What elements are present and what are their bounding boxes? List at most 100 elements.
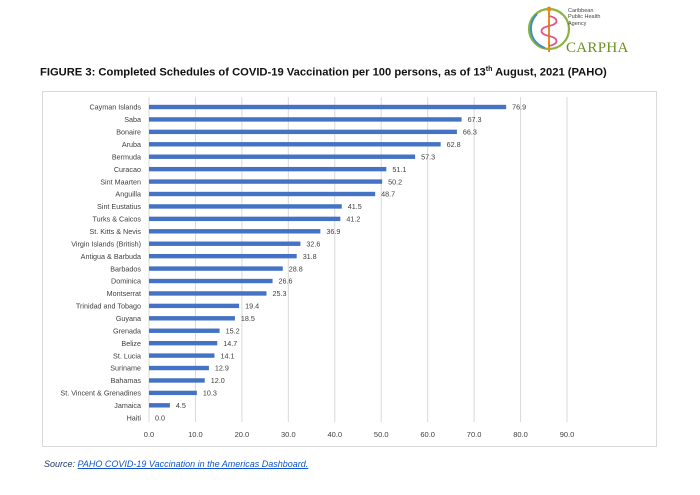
carpha-emblem-icon — [527, 6, 571, 52]
bar — [149, 253, 297, 259]
data-label: 4.5 — [176, 401, 186, 410]
x-tick-label: 30.0 — [281, 430, 296, 439]
category-label: Guyana — [116, 314, 141, 323]
data-label: 12.9 — [215, 364, 229, 373]
x-tick-label: 60.0 — [420, 430, 435, 439]
data-label: 67.3 — [468, 115, 482, 124]
bar — [149, 129, 457, 135]
bar — [149, 241, 301, 246]
bar — [149, 229, 321, 234]
category-label: Belize — [121, 339, 141, 348]
category-label: Dominica — [111, 277, 141, 286]
source-link[interactable]: PAHO COVID-19 Vaccination in the America… — [77, 459, 309, 469]
category-label: Grenada — [113, 326, 141, 335]
logo-line: Caribbean — [568, 8, 594, 14]
data-label: 12.0 — [211, 376, 225, 385]
x-tick-label: 70.0 — [467, 430, 482, 439]
category-label: St. Kitts & Nevis — [89, 227, 141, 236]
data-label: 50.2 — [388, 177, 402, 186]
bar — [149, 179, 383, 184]
x-tick-label: 40.0 — [327, 430, 342, 439]
x-tick-label: 10.0 — [188, 430, 203, 439]
category-label: Bonaire — [116, 128, 141, 137]
x-tick-label: 20.0 — [235, 430, 250, 439]
category-label: Barbados — [110, 264, 141, 273]
logo-wordmark: CARPHA — [566, 40, 629, 56]
bar — [149, 166, 387, 172]
x-tick-label: 50.0 — [374, 430, 389, 439]
bar — [149, 291, 267, 296]
category-label: Haiti — [127, 413, 142, 422]
category-label: Saba — [124, 115, 141, 124]
figure-title-sup: th — [485, 66, 493, 73]
category-label: St. Vincent & Grenadines — [60, 389, 141, 398]
category-label: Montserrat — [107, 289, 141, 298]
bar — [149, 303, 240, 309]
bar — [149, 142, 441, 147]
data-label: 41.2 — [346, 215, 360, 224]
data-label: 18.5 — [241, 314, 255, 323]
data-label: 14.7 — [223, 339, 237, 348]
bar — [149, 353, 215, 358]
figure-title-suffix: August, 2021 (PAHO) — [492, 66, 607, 79]
logo-line: Agency — [568, 20, 587, 27]
data-label: 32.6 — [306, 239, 320, 248]
category-label: Bermuda — [112, 152, 141, 161]
bar — [149, 378, 205, 383]
data-label: 57.3 — [421, 152, 435, 161]
data-label: 76.9 — [512, 103, 526, 112]
category-label: Jamaica — [114, 401, 141, 410]
category-label: St. Lucia — [113, 351, 141, 360]
data-label: 28.8 — [289, 264, 303, 273]
data-label: 36.9 — [326, 227, 340, 236]
carpha-logo — [515, 2, 645, 60]
source-label: Source: — [44, 459, 76, 469]
data-label: 15.2 — [226, 326, 240, 335]
chart-frame: 0.0 10.0 20.0 30.0 40.0 50.0 60.0 70.0 80.0 90.0 C… — [42, 91, 657, 447]
data-label: 10.3 — [203, 389, 217, 398]
category-label: Cayman Islands — [89, 103, 141, 112]
bar — [149, 204, 342, 209]
logo-line: Public Health — [568, 14, 601, 21]
bar — [149, 328, 220, 333]
bar-chart: 0.0 10.0 20.0 30.0 40.0 50.0 60.0 70.0 80.0 90.0 C… — [60, 97, 575, 439]
bar — [149, 365, 209, 371]
bar — [149, 216, 341, 222]
source-note: Source: PAHO COVID-19 Vaccination in the… — [44, 459, 308, 469]
category-label: Sint Eustatius — [97, 202, 141, 211]
figure-title-prefix: FIGURE 3: Completed Schedules of COVID-1… — [40, 66, 486, 79]
category-label: Aruba — [122, 140, 141, 149]
bar — [149, 154, 416, 159]
data-label: 41.5 — [348, 202, 362, 211]
data-label: 14.1 — [220, 351, 234, 360]
bar — [149, 278, 273, 284]
x-tick-label: 0.0 — [144, 430, 154, 439]
data-label: 62.8 — [447, 140, 461, 149]
bar — [149, 340, 218, 346]
bar — [149, 390, 197, 396]
figure-title: FIGURE 3: Completed Schedules of COVID-1… — [40, 66, 607, 79]
category-label: Virgin Islands (British) — [71, 239, 141, 248]
category-label: Turks & Caicos — [93, 215, 142, 224]
data-label: 25.3 — [273, 289, 287, 298]
data-label: 48.7 — [381, 190, 395, 199]
bar — [149, 117, 462, 122]
data-label: 51.1 — [392, 165, 406, 174]
category-label: Sint Maarten — [100, 177, 141, 186]
data-label: 26.6 — [279, 277, 293, 286]
category-label: Suriname — [110, 364, 141, 373]
bar — [149, 191, 376, 197]
bar — [149, 403, 170, 408]
category-label: Curacao — [114, 165, 141, 174]
x-tick-label: 90.0 — [560, 430, 575, 439]
category-label: Bahamas — [111, 376, 142, 385]
category-label: Antigua & Barbuda — [81, 252, 141, 261]
bar — [149, 316, 235, 321]
category-label: Anguilla — [115, 190, 141, 199]
bar — [149, 104, 507, 110]
data-label: 0.0 — [155, 413, 165, 422]
data-label: 19.4 — [245, 302, 259, 311]
logo-org-name: Caribbean Public Health Agency — [568, 8, 600, 27]
bar — [149, 266, 283, 271]
data-label: 66.3 — [463, 128, 477, 137]
